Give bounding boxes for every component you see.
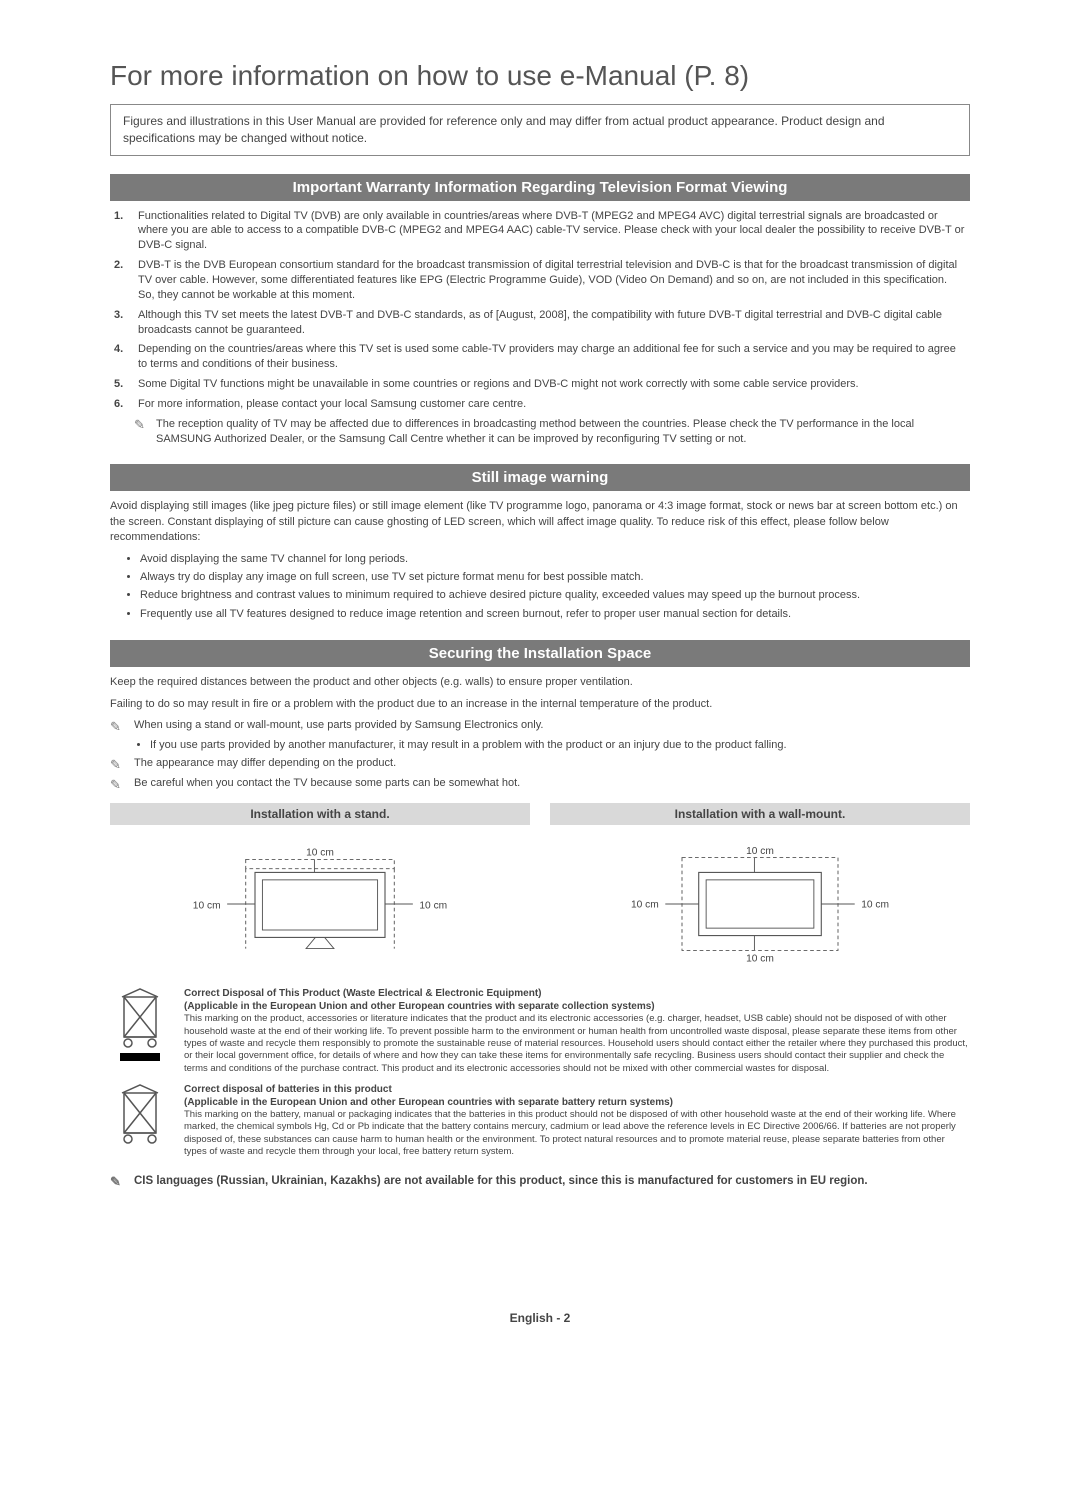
install-stand-header: Installation with a stand. bbox=[110, 803, 530, 825]
list-item: Reduce brightness and contrast values to… bbox=[140, 588, 970, 603]
disposal-title: Correct Disposal of This Product (Waste … bbox=[184, 987, 970, 1000]
svg-text:10 cm: 10 cm bbox=[193, 901, 221, 912]
note-icon bbox=[110, 1175, 126, 1191]
intro-box: Figures and illustrations in this User M… bbox=[110, 104, 970, 156]
note-text: Be careful when you contact the TV becau… bbox=[134, 776, 520, 791]
note-icon bbox=[110, 777, 126, 793]
note-text: When using a stand or wall-mount, use pa… bbox=[134, 718, 543, 733]
section-header-still: Still image warning bbox=[110, 464, 970, 491]
page-footer: English - 2 bbox=[110, 1311, 970, 1325]
weee-icon bbox=[110, 987, 170, 1065]
note-icon bbox=[110, 719, 126, 735]
svg-text:10 cm: 10 cm bbox=[746, 954, 774, 965]
svg-text:10 cm: 10 cm bbox=[419, 901, 447, 912]
disposal-body: This marking on the battery, manual or p… bbox=[184, 1109, 970, 1158]
disposal-product: Correct Disposal of This Product (Waste … bbox=[110, 987, 970, 1075]
list-item: Depending on the countries/areas where t… bbox=[114, 342, 966, 372]
still-intro: Avoid displaying still images (like jpeg… bbox=[110, 499, 970, 545]
section-header-install: Securing the Installation Space bbox=[110, 640, 970, 667]
note-icon bbox=[110, 757, 126, 773]
disposal-battery: Correct disposal of batteries in this pr… bbox=[110, 1083, 970, 1161]
svg-text:10 cm: 10 cm bbox=[861, 900, 889, 911]
list-item: Some Digital TV functions might be unava… bbox=[114, 377, 966, 392]
list-item: Always try do display any image on full … bbox=[140, 570, 970, 585]
list-item: Functionalities related to Digital TV (D… bbox=[114, 209, 966, 254]
note-text: The reception quality of TV may be affec… bbox=[156, 417, 970, 447]
install-diagrams: Installation with a stand. 10 cm 10 cm 1… bbox=[110, 803, 970, 969]
list-item: DVB-T is the DVB European consortium sta… bbox=[114, 258, 966, 303]
weee-icon bbox=[110, 1083, 170, 1161]
still-bullets: Avoid displaying the same TV channel for… bbox=[110, 552, 970, 623]
note-text: The appearance may differ depending on t… bbox=[134, 756, 396, 771]
install-p2: Failing to do so may result in fire or a… bbox=[110, 697, 970, 712]
diagram-stand: 10 cm 10 cm 10 cm bbox=[110, 839, 530, 969]
svg-text:10 cm: 10 cm bbox=[631, 900, 659, 911]
diagram-wall: 10 cm 10 cm 10 cm 10 cm bbox=[550, 839, 970, 969]
disposal-subtitle: (Applicable in the European Union and ot… bbox=[184, 1000, 970, 1013]
list-item: Frequently use all TV features designed … bbox=[140, 607, 970, 622]
note-icon bbox=[134, 417, 150, 433]
install-note-1: When using a stand or wall-mount, use pa… bbox=[110, 718, 970, 735]
disposal-title: Correct disposal of batteries in this pr… bbox=[184, 1083, 970, 1096]
cis-text: CIS languages (Russian, Ukrainian, Kazak… bbox=[134, 1175, 868, 1191]
list-item: For more information, please contact you… bbox=[114, 397, 966, 412]
page-title: For more information on how to use e-Man… bbox=[110, 60, 970, 92]
svg-text:10 cm: 10 cm bbox=[306, 848, 334, 859]
list-item: If you use parts provided by another man… bbox=[150, 738, 970, 753]
svg-text:10 cm: 10 cm bbox=[746, 846, 774, 857]
list-item: Avoid displaying the same TV channel for… bbox=[140, 552, 970, 567]
disposal-subtitle: (Applicable in the European Union and ot… bbox=[184, 1096, 970, 1109]
warranty-note: The reception quality of TV may be affec… bbox=[110, 417, 970, 447]
section-header-warranty: Important Warranty Information Regarding… bbox=[110, 174, 970, 201]
disposal-body: This marking on the product, accessories… bbox=[184, 1013, 970, 1075]
install-p1: Keep the required distances between the … bbox=[110, 675, 970, 690]
cis-note: CIS languages (Russian, Ukrainian, Kazak… bbox=[110, 1175, 970, 1191]
install-wall-header: Installation with a wall-mount. bbox=[550, 803, 970, 825]
list-item: Although this TV set meets the latest DV… bbox=[114, 308, 966, 338]
install-note-2: The appearance may differ depending on t… bbox=[110, 756, 970, 773]
warranty-list: Functionalities related to Digital TV (D… bbox=[110, 209, 970, 412]
install-note-3: Be careful when you contact the TV becau… bbox=[110, 776, 970, 793]
